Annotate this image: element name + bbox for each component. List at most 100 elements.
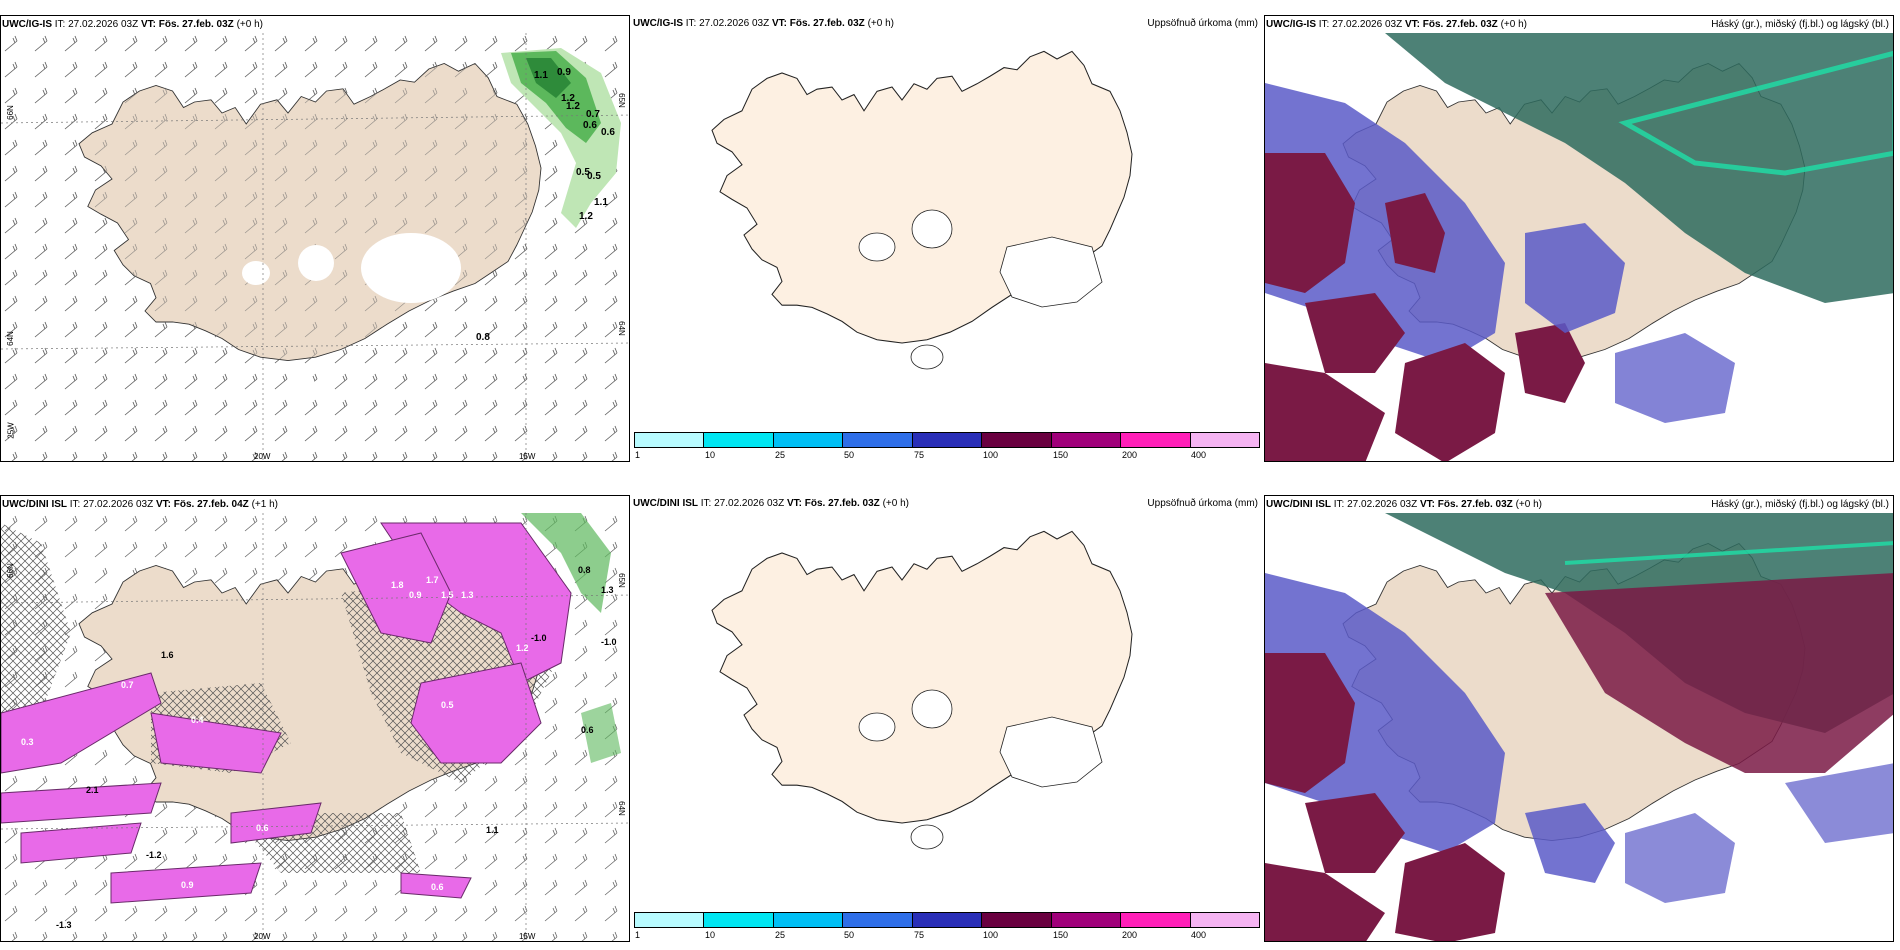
lon-label: 25W: [6, 422, 16, 439]
colorbar-tick: 50: [844, 930, 855, 940]
value-label: 1.6: [161, 650, 174, 660]
lead-time: (+0 h): [882, 498, 909, 509]
value-label: 1.2: [561, 93, 575, 104]
map-panel-top-right: UWC/IG-IS IT: 27.02.2026 03Z VT: Fös. 27…: [1264, 15, 1894, 462]
colorbar-segment: [773, 913, 844, 927]
value-label: 0.7: [586, 109, 600, 120]
precip-map: [632, 512, 1262, 942]
colorbar-segment: [982, 913, 1052, 927]
value-label: 0.4: [191, 715, 204, 725]
colorbar-tick: 1: [635, 930, 641, 940]
lon-label: 15W: [519, 932, 536, 941]
init-time: IT: 27.02.2026 03Z: [69, 499, 154, 510]
init-time: IT: 27.02.2026 03Z: [1318, 19, 1403, 30]
colorbar-tick: 75: [914, 930, 925, 940]
colorbar-tick: 10: [705, 450, 716, 460]
colorbar-tick: 400: [1191, 450, 1207, 460]
colorbar-tick: 150: [1053, 450, 1069, 460]
colorbar-segment: [1121, 913, 1191, 927]
panel-header: UWC/DINI ISL IT: 27.02.2026 03Z VT: Fös.…: [2, 499, 625, 523]
value-label: 0.6: [583, 120, 597, 131]
panel-title: Háský (gr.), miðský (fj.bl.) og lágský (…: [1711, 19, 1889, 30]
valid-time: VT: Fös. 27.feb. 03Z: [1404, 19, 1498, 30]
panel-header: UWC/DINI ISL IT: 27.02.2026 03Z VT: Fös.…: [1266, 499, 1889, 513]
value-label: 1.7: [426, 575, 439, 585]
value-label: 0.9: [181, 880, 194, 890]
init-time: IT: 27.02.2026 03Z: [700, 498, 785, 509]
valid-time: VT: Fös. 27.feb. 03Z: [1419, 499, 1513, 510]
colorbar-segment: [912, 433, 983, 447]
colorbar-ticks: 1 10 25 50 75 100 150 200 400: [634, 450, 1260, 462]
init-time: IT: 27.02.2026 03Z: [54, 19, 139, 30]
lead-time: (+0 h): [1515, 499, 1542, 510]
value-label: 1.1: [534, 70, 548, 81]
colorbar-tick: 200: [1122, 450, 1138, 460]
lead-time: (+0 h): [236, 19, 263, 30]
wind-map: 1.1 0.9 1.2 1.2 0.7 0.6 0.6 0.5 0.5 1.1 …: [1, 33, 629, 461]
lat-label: 66N: [5, 105, 15, 120]
colorbar-segment: [704, 913, 774, 927]
lat-label: 65N: [617, 573, 627, 588]
panel-header: UWC/IG-IS IT: 27.02.2026 03Z VT: Fös. 27…: [1266, 19, 1889, 33]
value-label: 0.6: [601, 127, 615, 138]
panel-header: UWC/IG-IS IT: 27.02.2026 03Z VT: Fös. 27…: [2, 19, 625, 33]
colorbar-segment: [635, 913, 705, 927]
panel-title: Uppsöfnuð úrkoma (mm): [1147, 18, 1258, 29]
value-label: 1.1: [486, 825, 499, 835]
colorbar-tick: 100: [983, 450, 999, 460]
value-label: 0.3: [21, 737, 34, 747]
precip-colorbar: [634, 912, 1260, 928]
panel-header: UWC/IG-IS IT: 27.02.2026 03Z VT: Fös. 27…: [633, 18, 1258, 32]
value-label: -1.2: [146, 850, 162, 860]
model-label: UWC/DINI ISL: [1266, 499, 1331, 510]
model-label: UWC/DINI ISL: [2, 499, 67, 510]
colorbar-segment: [1121, 433, 1191, 447]
panel-title: Uppsöfnuð úrkoma (mm): [1147, 498, 1258, 509]
value-label: 1.1: [594, 197, 608, 208]
lon-label: 15W: [519, 452, 536, 461]
colorbar-segment: [982, 433, 1052, 447]
colorbar-segment: [635, 433, 705, 447]
value-label: 1.8: [391, 580, 404, 590]
value-label: 0.6: [581, 725, 594, 735]
map-panel-top-left: UWC/IG-IS IT: 27.02.2026 03Z VT: Fös. 27…: [0, 15, 630, 462]
map-panel-bottom-middle: UWC/DINI ISL IT: 27.02.2026 03Z VT: Fös.…: [632, 495, 1262, 942]
panel-header: UWC/DINI ISL IT: 27.02.2026 03Z VT: Fös.…: [633, 498, 1258, 512]
colorbar-ticks: 1 10 25 50 75 100 150 200 400: [634, 930, 1260, 942]
value-label: 1.2: [566, 101, 580, 112]
lead-time: (+0 h): [1500, 19, 1527, 30]
value-label: 1.3: [601, 585, 614, 595]
map-panel-bottom-left: UWC/DINI ISL IT: 27.02.2026 03Z VT: Fös.…: [0, 495, 630, 942]
precip-map: [632, 32, 1262, 462]
cloud-map: [1265, 513, 1893, 941]
value-label: 0.8: [476, 332, 490, 343]
colorbar-tick: 50: [844, 450, 855, 460]
map-panel-bottom-right: UWC/DINI ISL IT: 27.02.2026 03Z VT: Fös.…: [1264, 495, 1894, 942]
colorbar-segment: [1051, 433, 1122, 447]
map-panel-top-middle: UWC/IG-IS IT: 27.02.2026 03Z VT: Fös. 27…: [632, 15, 1262, 462]
colorbar-segment: [843, 913, 913, 927]
colorbar-segment: [1190, 433, 1259, 447]
colorbar-segment: [1190, 913, 1259, 927]
value-label: 0.6: [256, 823, 269, 833]
value-label: 0.7: [121, 680, 134, 690]
valid-time: VT: Fös. 27.feb. 03Z: [771, 18, 865, 29]
value-label: -1.3: [56, 920, 72, 930]
value-label: -1.0: [601, 637, 617, 647]
lat-label: 65N: [617, 93, 627, 108]
lat-label: 66N: [5, 563, 15, 578]
lon-label: 20W: [254, 932, 271, 941]
value-label: -1.0: [531, 633, 547, 643]
colorbar-segment: [704, 433, 774, 447]
model-label: UWC/DINI ISL: [633, 498, 698, 509]
colorbar-tick: 25: [775, 930, 786, 940]
colorbar-tick: 25: [775, 450, 786, 460]
value-label: 1.3: [461, 590, 474, 600]
colorbar-tick: 10: [705, 930, 716, 940]
value-label: 0.6: [431, 882, 444, 892]
lead-time: (+1 h): [251, 499, 278, 510]
init-time: IT: 27.02.2026 03Z: [1333, 499, 1418, 510]
value-label: 0.8: [578, 565, 591, 575]
value-label: 2.1: [86, 785, 99, 795]
colorbar-segment: [912, 913, 983, 927]
